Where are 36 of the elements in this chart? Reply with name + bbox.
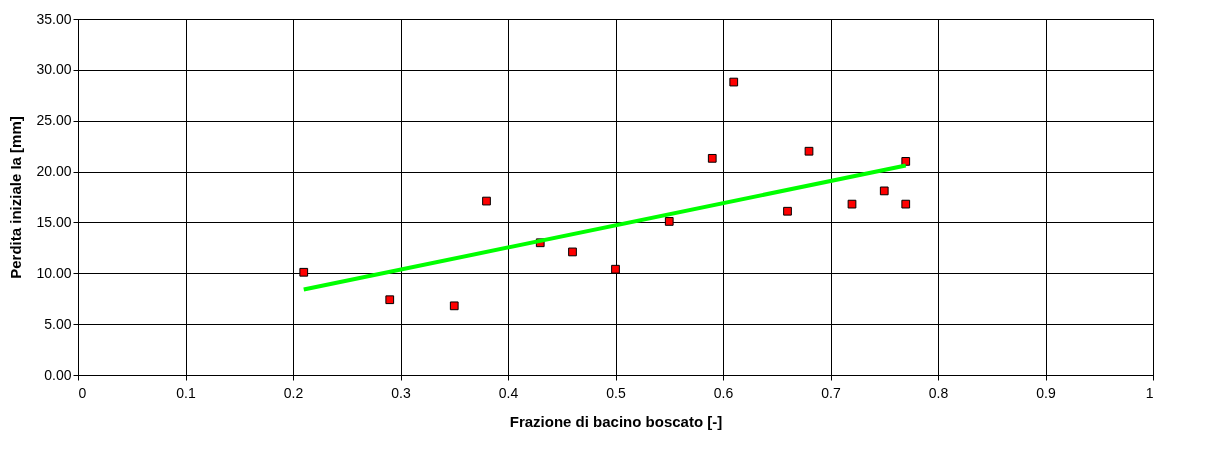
point [482,196,491,206]
y-tick-label: 25.00 [36,112,72,129]
x-tick-label: 0.9 [1036,384,1056,401]
x-tick-label: 0.7 [821,384,841,401]
point [568,247,577,257]
x-tick-label: 0.4 [498,384,519,401]
x-tick-label: 0.8 [928,384,949,401]
x-tick-label: 0 [78,384,87,401]
point [879,186,889,196]
y-tick-label: 15.00 [36,213,72,230]
point [783,206,792,216]
y-tick-label: 20.00 [36,163,72,180]
x-tick-label: 0.3 [391,384,411,401]
x-tick-label: 0.5 [606,384,626,401]
x-tick-label: 0.1 [176,384,196,401]
point [901,157,911,166]
y-tick-label: 10.00 [36,264,72,281]
point [804,146,814,156]
x-axis-title: Frazione di bacino boscato [-] [509,412,723,430]
x-tick-label: 1 [1145,384,1154,401]
y-tick-label: 5.00 [44,315,72,332]
point [847,199,857,209]
point [707,153,717,163]
point [611,264,620,274]
point [449,301,459,311]
x-tick-label: 0.6 [713,384,734,401]
y-tick-label: 35.00 [36,10,72,27]
x-tick-label: 0.2 [283,384,304,401]
y-axis-title: Perdita iniziale Ia [mm] [7,116,25,279]
y-tick-label: 0.00 [44,366,72,383]
point [299,267,309,277]
y-tick-label: 30.00 [36,61,72,78]
point [385,295,395,305]
point [729,77,739,87]
point [901,199,911,209]
point [664,217,674,226]
